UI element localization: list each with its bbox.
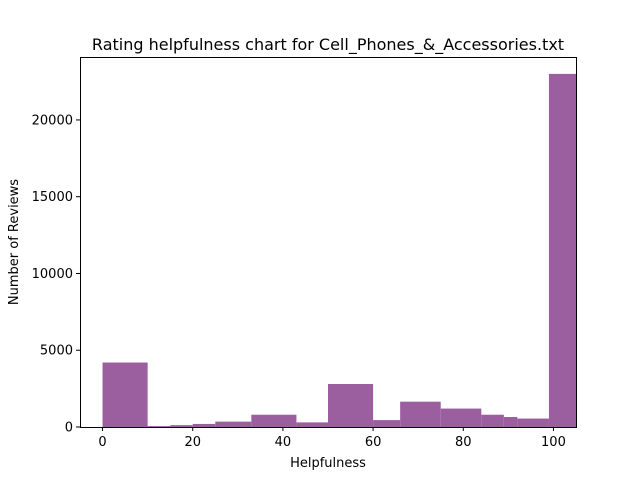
histogram-bar-10 bbox=[440, 408, 482, 427]
x-tick-label: 80 bbox=[455, 435, 472, 450]
histogram-bar-3 bbox=[192, 423, 216, 427]
histogram-bar-4 bbox=[215, 421, 252, 427]
y-tick-label: 10000 bbox=[32, 267, 73, 282]
y-tick-label: 20000 bbox=[32, 113, 73, 128]
histogram-bar-5 bbox=[251, 414, 297, 427]
histogram-bar-7 bbox=[328, 384, 374, 427]
histogram-bar-9 bbox=[400, 401, 441, 427]
y-tick-label: 15000 bbox=[32, 190, 73, 205]
histogram-bar-13 bbox=[517, 418, 549, 427]
bars-group bbox=[102, 73, 576, 427]
histogram-bar-14 bbox=[548, 73, 576, 427]
histogram-bar-0 bbox=[102, 362, 148, 427]
x-tick-label: 20 bbox=[184, 435, 201, 450]
histogram-bar-12 bbox=[503, 417, 518, 427]
x-axis: 0 20 40 60 80 100 bbox=[98, 427, 566, 450]
y-axis-label: Number of Reviews bbox=[7, 179, 22, 305]
histogram-bar-6 bbox=[296, 422, 328, 427]
histogram-bar-2 bbox=[170, 425, 193, 427]
y-tick-label: 0 bbox=[65, 421, 73, 436]
x-tick-label: 60 bbox=[365, 435, 382, 450]
y-tick-label: 5000 bbox=[40, 344, 73, 359]
y-axis: 0 5000 10000 15000 20000 bbox=[32, 113, 80, 436]
x-tick-label: 0 bbox=[98, 435, 106, 450]
histogram-bar-8 bbox=[373, 420, 401, 427]
plot-frame bbox=[80, 57, 577, 428]
x-axis-label: Helpfulness bbox=[290, 456, 366, 471]
x-tick-label: 100 bbox=[541, 435, 566, 450]
histogram-bar-1 bbox=[147, 426, 171, 427]
chart-title: Rating helpfulness chart for Cell_Phones… bbox=[92, 35, 564, 55]
histogram-bar-11 bbox=[481, 414, 504, 427]
x-tick-label: 40 bbox=[275, 435, 292, 450]
